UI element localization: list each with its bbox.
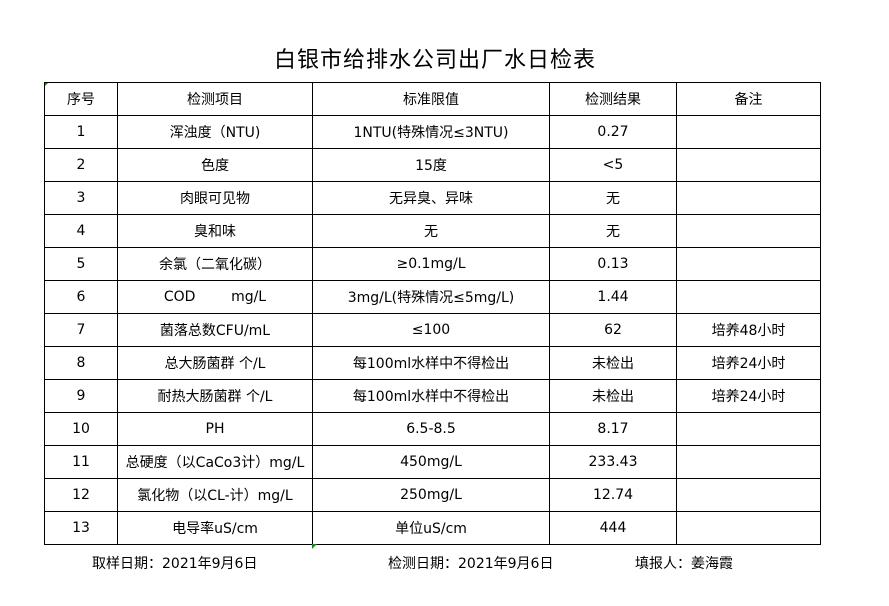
row-number-cell[interactable]: 1 xyxy=(44,115,118,149)
test-result-cell[interactable]: 无 xyxy=(549,214,677,248)
test-date: 检测日期：2021年9月6日 xyxy=(388,556,554,572)
reporter: 填报人：姜海霞 xyxy=(635,556,733,572)
remark-cell[interactable] xyxy=(676,412,821,446)
table-row: 2 色度 15度 <5 xyxy=(44,148,821,182)
remark-cell[interactable] xyxy=(676,181,821,215)
test-item-cell[interactable]: 余氯（二氧化碳） xyxy=(117,247,313,281)
row-number-cell[interactable]: 2 xyxy=(44,148,118,182)
row-number-cell[interactable]: 5 xyxy=(44,247,118,281)
test-result-cell[interactable]: 未检出 xyxy=(549,346,677,380)
test-result-cell[interactable]: 无 xyxy=(549,181,677,215)
inspection-table: 序号 检测项目 标准限值 检测结果 备注 1 浑浊度（NTU) 1NTU(特殊情况≤… xyxy=(44,82,821,545)
row-number-cell[interactable]: 7 xyxy=(44,313,118,347)
remark-cell[interactable] xyxy=(676,280,821,314)
row-number-cell[interactable]: 11 xyxy=(44,445,118,479)
standard-limit-cell[interactable]: ≤100 xyxy=(312,313,550,347)
header-cell[interactable]: 检测项目 xyxy=(117,82,313,116)
table-row: 6 COD mg/L 3mg/L(特殊情况≤5mg/L) 1.44 xyxy=(44,280,821,314)
header-cell[interactable]: 检测结果 xyxy=(549,82,677,116)
test-item-cell[interactable]: 臭和味 xyxy=(117,214,313,248)
table-row: 12 氯化物（以CL-计）mg/L 250mg/L 12.74 xyxy=(44,478,821,512)
table-row: 7 菌落总数CFU/mL ≤100 62 培养48小时 xyxy=(44,313,821,347)
row-number-cell[interactable]: 12 xyxy=(44,478,118,512)
header-cell[interactable]: 标准限值 xyxy=(312,82,550,116)
table-row: 1 浑浊度（NTU) 1NTU(特殊情况≤3NTU) 0.27 xyxy=(44,115,821,149)
remark-cell[interactable] xyxy=(676,511,821,545)
standard-limit-cell[interactable]: 1NTU(特殊情况≤3NTU) xyxy=(312,115,550,149)
remark-cell[interactable] xyxy=(676,247,821,281)
sampling-date: 取样日期：2021年9月6日 xyxy=(92,556,258,572)
standard-limit-cell[interactable]: 无异臭、异味 xyxy=(312,181,550,215)
test-result-cell[interactable]: 12.74 xyxy=(549,478,677,512)
standard-limit-cell[interactable]: 6.5-8.5 xyxy=(312,412,550,446)
test-item-cell[interactable]: 肉眼可见物 xyxy=(117,181,313,215)
remark-cell[interactable]: 培养24小时 xyxy=(676,379,821,413)
test-item-cell[interactable]: 电导率uS/cm xyxy=(117,511,313,545)
test-item-cell[interactable]: 总大肠菌群 个/L xyxy=(117,346,313,380)
test-result-cell[interactable]: 444 xyxy=(549,511,677,545)
test-item-cell[interactable]: 氯化物（以CL-计）mg/L xyxy=(117,478,313,512)
table-row: 10 PH 6.5-8.5 8.17 xyxy=(44,412,821,446)
test-item-cell[interactable]: 耐热大肠菌群 个/L xyxy=(117,379,313,413)
standard-limit-cell[interactable]: 15度 xyxy=(312,148,550,182)
test-result-cell[interactable]: 0.27 xyxy=(549,115,677,149)
row-number-cell[interactable]: 3 xyxy=(44,181,118,215)
table-row: 9 耐热大肠菌群 个/L 每100ml水样中不得检出 未检出 培养24小时 xyxy=(44,379,821,413)
row-number-cell[interactable]: 9 xyxy=(44,379,118,413)
remark-cell[interactable] xyxy=(676,115,821,149)
table-row: 3 肉眼可见物 无异臭、异味无 xyxy=(44,181,821,215)
header-cell[interactable]: 备注 xyxy=(676,82,821,116)
test-result-cell[interactable]: 8.17 xyxy=(549,412,677,446)
header-cell[interactable]: 序号 xyxy=(44,82,118,116)
remark-cell[interactable]: 培养48小时 xyxy=(676,313,821,347)
test-result-cell[interactable]: 0.13 xyxy=(549,247,677,281)
table-row: 13 电导率uS/cm 单位uS/cm 444 xyxy=(44,511,821,545)
test-result-cell[interactable]: 1.44 xyxy=(549,280,677,314)
test-result-cell[interactable]: 233.43 xyxy=(549,445,677,479)
test-item-cell[interactable]: 菌落总数CFU/mL xyxy=(117,313,313,347)
test-item-cell[interactable]: PH xyxy=(117,412,313,446)
row-number-cell[interactable]: 6 xyxy=(44,280,118,314)
remark-cell[interactable] xyxy=(676,478,821,512)
row-number-cell[interactable]: 10 xyxy=(44,412,118,446)
table-row: 8 总大肠菌群 个/L 每100ml水样中不得检出 未检出 培养24小时 xyxy=(44,346,821,380)
table-header-row: 序号 检测项目 标准限值 检测结果 备注 xyxy=(44,82,821,116)
table-row: 4 臭和味无无 xyxy=(44,214,821,248)
standard-limit-cell[interactable]: 450mg/L xyxy=(312,445,550,479)
remark-cell[interactable]: 培养24小时 xyxy=(676,346,821,380)
standard-limit-cell[interactable]: 3mg/L(特殊情况≤5mg/L) xyxy=(312,280,550,314)
test-item-cell[interactable]: 色度 xyxy=(117,148,313,182)
test-item-cell[interactable]: COD mg/L xyxy=(117,280,313,314)
row-number-cell[interactable]: 13 xyxy=(44,511,118,545)
test-result-cell[interactable]: 62 xyxy=(549,313,677,347)
test-result-cell[interactable]: 未检出 xyxy=(549,379,677,413)
cell-marker xyxy=(312,544,317,549)
table-row: 5 余氯（二氧化碳） ≥0.1mg/L 0.13 xyxy=(44,247,821,281)
remark-cell[interactable] xyxy=(676,214,821,248)
remark-cell[interactable] xyxy=(676,148,821,182)
remark-cell[interactable] xyxy=(676,445,821,479)
standard-limit-cell[interactable]: ≥0.1mg/L xyxy=(312,247,550,281)
standard-limit-cell[interactable]: 每100ml水样中不得检出 xyxy=(312,346,550,380)
page-title: 白银市给排水公司出厂水日检表 xyxy=(273,48,596,73)
standard-limit-cell[interactable]: 每100ml水样中不得检出 xyxy=(312,379,550,413)
standard-limit-cell[interactable]: 无 xyxy=(312,214,550,248)
test-item-cell[interactable]: 总硬度（以CaCo3计）mg/L xyxy=(117,445,313,479)
row-number-cell[interactable]: 8 xyxy=(44,346,118,380)
standard-limit-cell[interactable]: 单位uS/cm xyxy=(312,511,550,545)
test-result-cell[interactable]: <5 xyxy=(549,148,677,182)
table-row: 11 总硬度（以CaCo3计）mg/L 450mg/L 233.43 xyxy=(44,445,821,479)
test-item-cell[interactable]: 浑浊度（NTU) xyxy=(117,115,313,149)
standard-limit-cell[interactable]: 250mg/L xyxy=(312,478,550,512)
row-number-cell[interactable]: 4 xyxy=(44,214,118,248)
